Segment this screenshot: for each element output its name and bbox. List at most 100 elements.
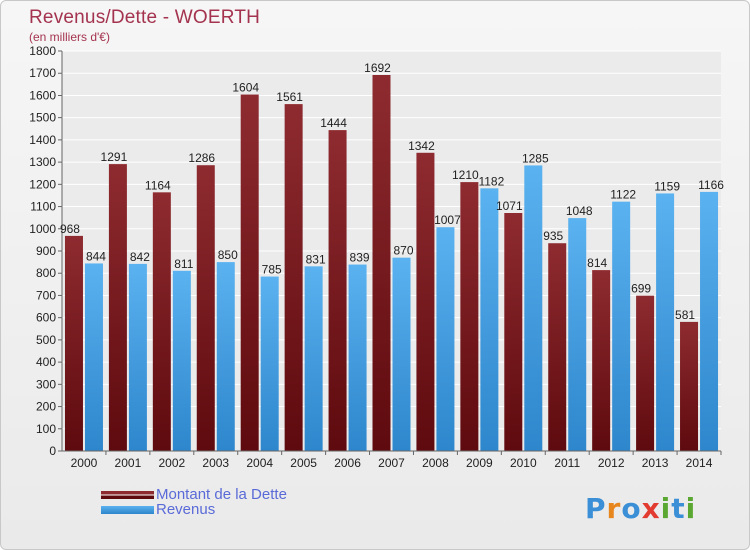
chart-title: Revenus/Dette - WOERTH [29,7,261,28]
data-label-revenus: 1285 [522,151,549,165]
y-tick-label: 100 [36,422,56,436]
y-tick-label: 1700 [29,66,56,80]
y-tick-label: 200 [36,400,56,414]
x-tick-label: 2006 [334,456,361,470]
bar-revenus [216,262,235,451]
bar-revenus [392,257,411,451]
data-label-revenus: 785 [262,263,282,277]
data-label-dette: 1444 [320,116,347,130]
logo-letter: o [621,492,642,525]
data-label-dette: 814 [587,256,607,270]
logo-letter: i [685,492,697,525]
data-label-dette: 1561 [276,90,303,104]
logo-letter: P [585,492,607,525]
bar-revenus [172,270,191,451]
bar-revenus [656,193,675,451]
data-label-revenus: 1166 [698,178,724,192]
data-label-revenus: 1007 [434,213,461,227]
x-tick-label: 2003 [202,456,229,470]
data-label-revenus: 1182 [478,174,504,188]
x-tick-label: 2000 [71,456,98,470]
y-tick-label: 1200 [29,177,56,191]
data-label-dette: 1164 [145,178,171,192]
x-tick-label: 2007 [378,456,405,470]
x-tick-label: 2008 [422,456,449,470]
bar-dette [108,164,127,451]
y-tick-label: 400 [36,355,56,369]
logo-letter: x [641,492,661,525]
bar-revenus [612,201,631,451]
logo-letter: i [660,492,672,525]
y-tick-label: 1100 [30,200,56,214]
y-tick-label: 1000 [29,222,56,236]
y-tick-label: 900 [36,244,56,258]
y-tick-label: 700 [36,288,56,302]
logo-letter: r [606,492,622,525]
y-tick-label: 1400 [29,133,56,147]
bar-revenus [128,263,147,451]
data-label-dette: 1210 [452,168,479,182]
data-label-dette: 699 [631,282,651,296]
data-label-revenus: 870 [393,244,413,258]
x-tick-label: 2010 [510,456,537,470]
data-label-dette: 1286 [188,151,215,165]
bar-dette [504,213,523,451]
proxiti-logo: Proxiti [585,492,696,525]
data-label-revenus: 844 [86,249,106,263]
x-tick-label: 2004 [246,456,273,470]
bar-dette [636,295,655,451]
x-tick-label: 2014 [686,456,713,470]
y-tick-label: 800 [36,266,56,280]
bar-dette [284,104,303,451]
bar-dette [152,192,171,452]
y-tick-label: 0 [49,444,56,458]
chart-subtitle: (en milliers d'€) [29,30,110,44]
bar-revenus [524,165,543,451]
x-tick-label: 2012 [598,456,625,470]
data-label-dette: 1692 [364,61,391,75]
data-label-dette: 1604 [232,81,259,95]
data-label-revenus: 1159 [654,179,680,193]
data-label-revenus: 831 [306,252,326,266]
x-tick-label: 2001 [115,456,142,470]
bar-dette [416,152,435,451]
bar-dette [328,130,347,451]
y-tick-label: 1600 [29,88,56,102]
bar-revenus [568,218,587,451]
data-label-revenus: 850 [218,248,238,262]
data-label-dette: 1342 [408,139,435,153]
data-label-dette: 1291 [101,150,128,164]
bar-revenus [84,263,103,451]
bar-dette [548,243,567,451]
bar-revenus [436,227,455,451]
y-tick-label: 1800 [29,44,56,58]
bar-revenus [304,266,323,451]
bar-dette [460,182,479,451]
bar-revenus [348,264,367,451]
y-tick-label: 500 [36,333,56,347]
data-label-revenus: 842 [130,250,150,264]
bar-revenus [700,191,719,451]
bar-revenus [480,188,499,452]
data-label-revenus: 839 [350,251,370,265]
y-tick-label: 600 [36,311,56,325]
data-label-dette: 1071 [496,199,523,213]
data-label-revenus: 1122 [610,188,636,202]
x-tick-label: 2013 [642,456,669,470]
data-label-revenus: 1048 [566,204,593,218]
bar-dette [64,235,83,451]
x-tick-label: 2002 [158,456,185,470]
logo-letter: t [671,492,686,525]
x-tick-label: 2011 [554,456,580,470]
y-tick-label: 1300 [29,155,56,169]
bar-dette [240,94,259,452]
bar-dette [680,321,699,451]
bar-dette [196,165,215,451]
data-label-dette: 581 [675,308,695,322]
bar-revenus [260,276,279,451]
x-tick-label: 2005 [290,456,317,470]
bar-dette [372,75,391,451]
data-label-dette: 935 [543,229,563,243]
